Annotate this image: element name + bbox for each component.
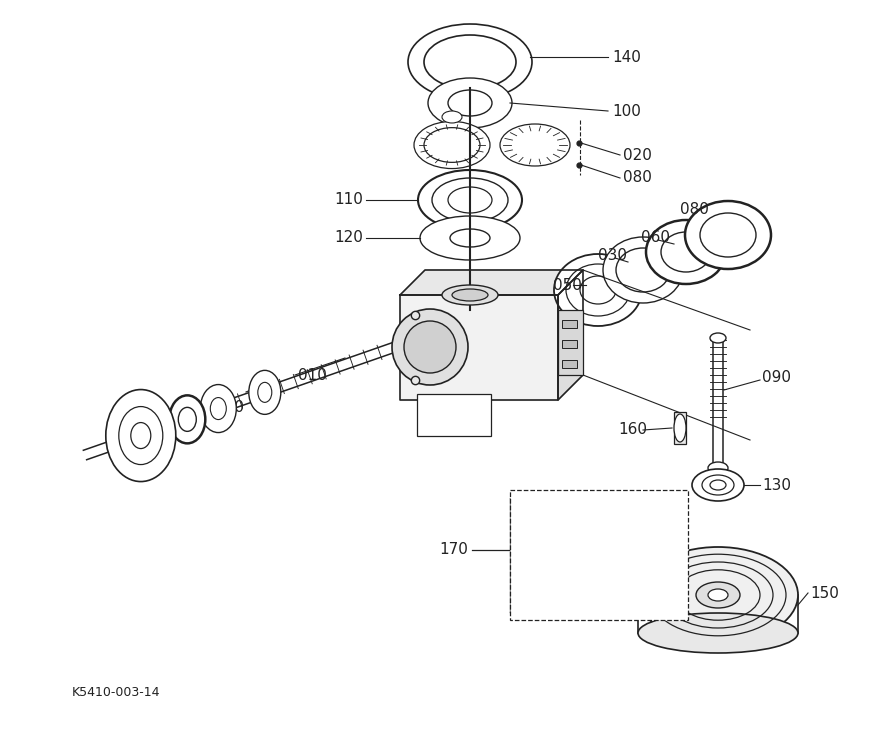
Ellipse shape: [696, 582, 740, 608]
Ellipse shape: [708, 462, 728, 474]
Text: 020: 020: [623, 147, 652, 163]
Bar: [558, 310, 583, 375]
Text: 060: 060: [585, 607, 612, 621]
Text: H010: H010: [438, 420, 470, 433]
Ellipse shape: [580, 276, 616, 304]
Text: 030: 030: [598, 247, 627, 263]
Ellipse shape: [414, 121, 490, 169]
Text: 060: 060: [170, 412, 199, 428]
Text: 160: 160: [585, 541, 612, 555]
Text: 070: 070: [130, 425, 159, 439]
Ellipse shape: [442, 111, 462, 123]
Ellipse shape: [708, 589, 728, 601]
Ellipse shape: [392, 309, 468, 385]
Text: 080: 080: [623, 171, 652, 185]
Bar: [562, 340, 577, 348]
Text: 010: 010: [585, 508, 612, 522]
Ellipse shape: [428, 78, 512, 128]
Text: 040: 040: [248, 384, 277, 400]
Ellipse shape: [500, 124, 570, 166]
FancyBboxPatch shape: [417, 394, 491, 436]
Ellipse shape: [566, 264, 630, 316]
Ellipse shape: [700, 213, 756, 257]
Ellipse shape: [424, 35, 516, 89]
Ellipse shape: [661, 232, 711, 272]
Ellipse shape: [710, 333, 726, 343]
Text: 080: 080: [680, 202, 709, 218]
Ellipse shape: [420, 216, 520, 260]
Text: ~: ~: [593, 590, 605, 604]
Ellipse shape: [616, 248, 670, 292]
Ellipse shape: [603, 237, 683, 303]
Ellipse shape: [131, 422, 151, 448]
Text: 130: 130: [762, 478, 791, 492]
Ellipse shape: [119, 406, 163, 464]
Ellipse shape: [448, 187, 492, 213]
Ellipse shape: [638, 613, 798, 653]
Text: K5410-003-14: K5410-003-14: [72, 685, 160, 698]
Text: 010: 010: [585, 574, 612, 588]
Text: 150: 150: [810, 586, 838, 601]
Ellipse shape: [710, 480, 726, 490]
Text: Fig.No.: Fig.No.: [437, 407, 471, 417]
Ellipse shape: [685, 201, 771, 269]
Ellipse shape: [452, 289, 488, 301]
Ellipse shape: [418, 170, 522, 230]
Bar: [674, 412, 686, 444]
Polygon shape: [400, 270, 583, 295]
Text: 100: 100: [612, 104, 641, 118]
Ellipse shape: [200, 384, 236, 433]
Polygon shape: [558, 270, 583, 400]
Ellipse shape: [210, 397, 226, 420]
Ellipse shape: [404, 321, 456, 373]
Text: ~: ~: [593, 525, 605, 539]
Ellipse shape: [646, 220, 726, 284]
Text: 110: 110: [334, 193, 363, 208]
Ellipse shape: [448, 90, 492, 116]
Ellipse shape: [432, 178, 508, 222]
Text: 090: 090: [762, 370, 791, 386]
Ellipse shape: [106, 389, 176, 481]
Text: 160: 160: [618, 422, 647, 437]
Text: 010: 010: [298, 367, 327, 383]
Text: 170: 170: [439, 542, 468, 557]
Text: Fig.No.H010: Fig.No.H010: [560, 557, 639, 570]
Ellipse shape: [257, 383, 272, 403]
Ellipse shape: [450, 229, 490, 247]
Ellipse shape: [408, 24, 532, 100]
Text: 030: 030: [215, 400, 244, 416]
Bar: [562, 320, 577, 328]
Bar: [510, 490, 688, 620]
Text: 140: 140: [612, 49, 641, 65]
Ellipse shape: [674, 414, 686, 442]
Ellipse shape: [169, 395, 205, 443]
Ellipse shape: [692, 469, 744, 501]
Text: 050: 050: [553, 277, 582, 292]
Ellipse shape: [554, 254, 642, 326]
Ellipse shape: [424, 127, 480, 163]
Ellipse shape: [442, 285, 498, 305]
Ellipse shape: [702, 475, 734, 495]
Text: 060: 060: [641, 230, 670, 244]
Bar: [562, 360, 577, 368]
Polygon shape: [400, 295, 558, 400]
Text: 120: 120: [334, 230, 363, 246]
Ellipse shape: [178, 407, 196, 431]
Ellipse shape: [249, 370, 281, 414]
Ellipse shape: [638, 547, 798, 643]
